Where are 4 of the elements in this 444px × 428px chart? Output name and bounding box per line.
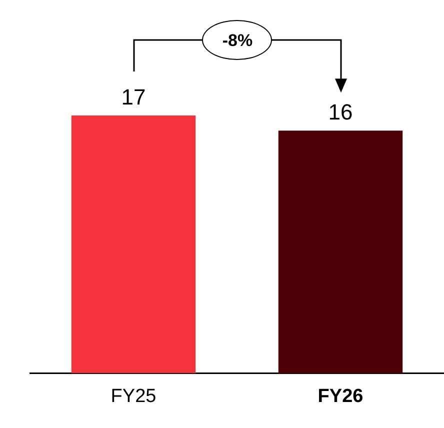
x-tick-label: FY25 <box>110 386 156 407</box>
data-label: 16 <box>328 100 353 125</box>
x-tick-label: FY26 <box>318 386 364 407</box>
data-label: 17 <box>121 84 146 110</box>
